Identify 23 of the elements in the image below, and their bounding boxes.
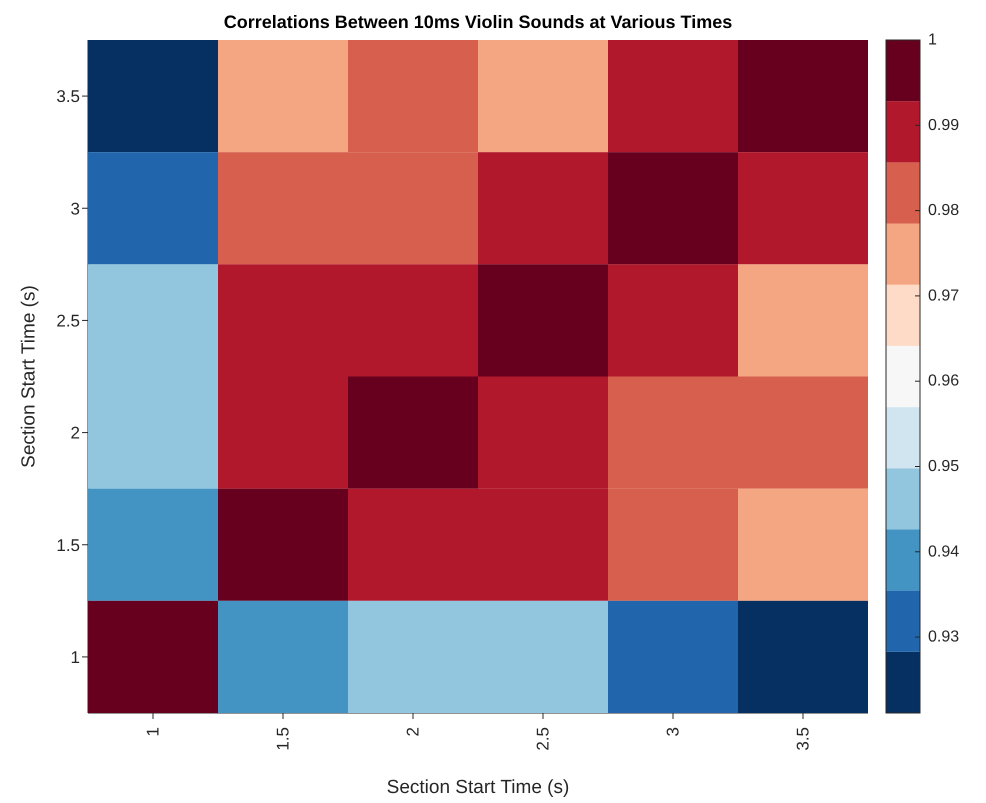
y-tick-label: 2 xyxy=(70,424,80,443)
y-tick-label: 1.5 xyxy=(56,536,80,555)
color-bar-label: 0.94 xyxy=(928,543,960,560)
color-bar-label: 0.96 xyxy=(928,372,960,390)
y-tick-label: 1 xyxy=(70,648,80,667)
color-bar-label: 0.95 xyxy=(928,458,960,475)
x-tick-label: 3 xyxy=(664,727,682,736)
y-axis-title: Section Start Time (s) xyxy=(18,285,40,468)
x-tick-label: 1.5 xyxy=(274,727,292,751)
color-bar-label: 0.98 xyxy=(928,202,960,220)
color-bar-label: 1 xyxy=(928,32,937,48)
x-tick-label: 2 xyxy=(404,727,422,736)
x-axis-title: Section Start Time (s) xyxy=(386,777,570,798)
chart-title: Correlations Between 10ms Violin Sounds at Various Times xyxy=(222,12,734,33)
y-tick-label: 3 xyxy=(70,199,80,218)
x-tick-label: 2.5 xyxy=(534,727,552,751)
x-tick-label: 1 xyxy=(144,727,162,736)
color-bar-label: 0.99 xyxy=(928,116,960,134)
x-tick-label: 3.5 xyxy=(794,727,812,751)
color-bar-label: 0.93 xyxy=(928,628,960,646)
y-tick-label: 3.5 xyxy=(56,87,80,106)
y-tick-label: 2.5 xyxy=(56,311,80,330)
color-bar-label: 0.97 xyxy=(928,287,960,304)
